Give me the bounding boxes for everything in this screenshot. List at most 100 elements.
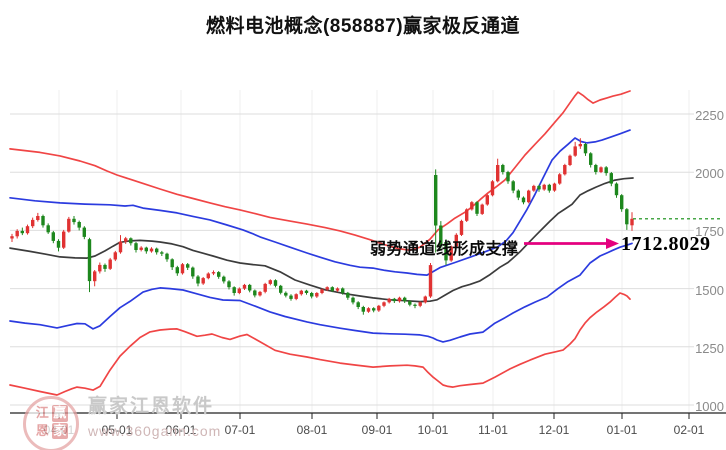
candle-body (284, 292, 288, 296)
y-axis-label: 2000 (695, 166, 724, 182)
y-axis-label: 1250 (695, 340, 724, 356)
candle-body (609, 173, 613, 184)
candle-body (547, 184, 551, 191)
candle-body (242, 284, 247, 289)
candle-body (366, 308, 371, 312)
candle-body (253, 290, 257, 296)
candle-body (454, 234, 458, 247)
candle-body (160, 252, 164, 254)
candle-body (258, 291, 262, 296)
candle-body (180, 264, 185, 274)
candle-body (124, 238, 128, 242)
candle-body (335, 288, 340, 291)
x-axis-label: 02-01 (673, 423, 705, 437)
candle-body (542, 184, 546, 190)
candle-body (299, 290, 303, 295)
candle-body (382, 302, 386, 306)
candle-body (568, 155, 572, 165)
y-axis-label: 1750 (695, 224, 724, 240)
candle-body (67, 218, 71, 232)
candle-body (56, 240, 61, 248)
candle-body (149, 248, 154, 252)
candle-body (41, 216, 45, 226)
candle-body (263, 283, 267, 292)
candle-body (294, 294, 298, 299)
x-axis-label: 01-01 (606, 423, 638, 437)
candle-body (521, 197, 526, 203)
candle-body (15, 230, 19, 237)
x-axis-label: 08-01 (296, 423, 328, 437)
candle-body (10, 236, 14, 239)
candle-body (304, 290, 309, 293)
candle-body (98, 264, 102, 272)
winner-gann-seal-logo: 江 赢 恩 家 (23, 396, 79, 450)
candle-body (485, 195, 489, 205)
candle-body (614, 183, 619, 196)
x-axis-label: 11-01 (478, 423, 508, 437)
candle-body (589, 153, 593, 165)
candle-body (289, 295, 293, 299)
candle-body (511, 181, 515, 191)
candle-body (341, 288, 345, 293)
candle-body (459, 220, 464, 235)
candle-body (222, 276, 226, 282)
x-axis-label: 07-01 (224, 423, 256, 437)
candle-body (496, 165, 500, 182)
candle-body (470, 202, 474, 210)
x-axis-label: 12-01 (538, 423, 570, 437)
candle-body (248, 284, 252, 291)
candle-body (227, 281, 231, 288)
candle-body (408, 301, 412, 305)
seal-char: 江 (35, 405, 49, 420)
candle-body (428, 265, 433, 297)
candle-body (625, 209, 629, 225)
seal-char: 家 (51, 422, 68, 439)
candle-body (144, 247, 148, 252)
candle-body (465, 209, 469, 221)
support-price-value: 1712.8029 (621, 233, 711, 255)
candle-body (449, 246, 453, 261)
candle-body (315, 293, 319, 297)
candle-body (578, 144, 582, 147)
candle-body (118, 241, 123, 253)
candle-body (532, 185, 536, 191)
candle-body (196, 276, 200, 284)
candle-body (361, 307, 365, 312)
candle-body (113, 252, 117, 260)
candle-body (501, 165, 505, 172)
candle-body (103, 264, 107, 269)
candle-body (356, 302, 360, 307)
y-axis-label: 2250 (695, 108, 724, 123)
candle-body (387, 298, 391, 303)
x-axis-label: 06-01 (165, 423, 197, 437)
candle-body (527, 190, 531, 203)
candle-body (558, 174, 562, 184)
candle-body (372, 308, 376, 311)
candle-body (475, 202, 479, 214)
candlestick-series (10, 138, 634, 315)
candle-body (273, 280, 278, 286)
candle-body (87, 239, 92, 282)
candle-body (403, 297, 407, 302)
support-arrow-head (606, 238, 619, 249)
candle-body (397, 297, 402, 302)
candle-body (36, 216, 40, 220)
candle-body (206, 273, 210, 279)
candle-body (573, 146, 577, 156)
y-axis-label: 1500 (695, 282, 724, 298)
candle-body (346, 292, 350, 298)
candle-body (604, 167, 608, 174)
candle-body (439, 225, 443, 247)
candle-body (129, 238, 133, 244)
candle-body (232, 287, 236, 293)
seal-char: 恩 (35, 422, 49, 438)
candle-body (490, 181, 495, 196)
upper-strong-blue-line (9, 129, 631, 276)
candle-body (330, 287, 334, 291)
candle-body (480, 204, 484, 214)
lower-weak-blue-line (9, 242, 633, 343)
candle-body (134, 243, 138, 250)
candle-body (325, 287, 329, 290)
chart-title: 燃料电池概念(858887)赢家极反通道 (205, 16, 521, 37)
candle-body (82, 227, 86, 237)
